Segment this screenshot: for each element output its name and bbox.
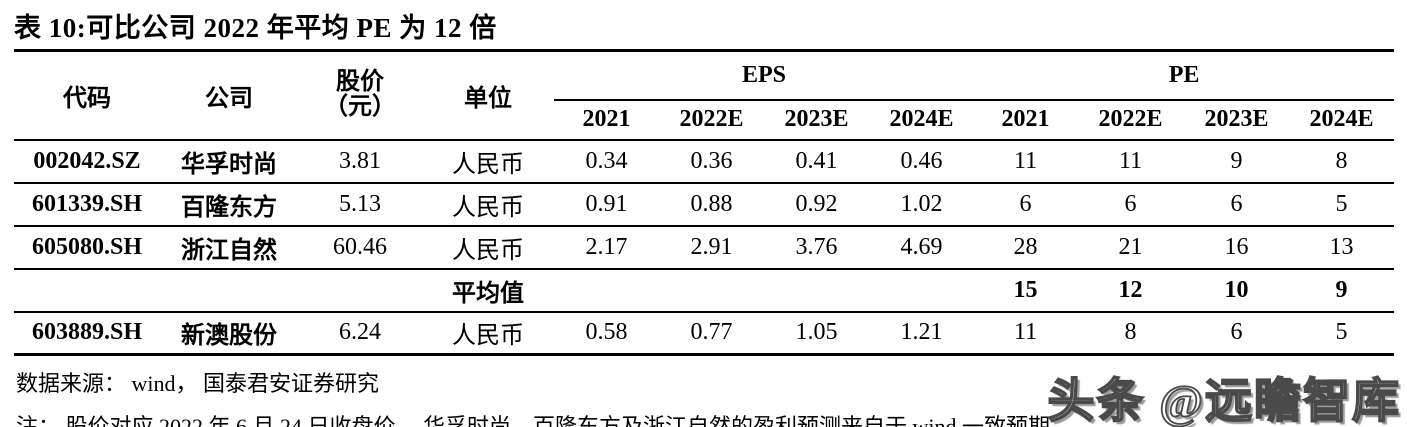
cell-pe-2023e: 16 [1184,225,1290,270]
col-header-price-line1: 股价 [336,69,384,96]
cell-eps-2023e: 0.41 [764,139,869,184]
col-header-unit: 单位 [422,50,554,141]
cell-company: 新澳股份 [181,323,277,350]
eps-year-2021: 2021 [554,99,659,141]
cell-code: 603889.SH [31,319,142,346]
col-group-eps: EPS [554,50,975,101]
cell-eps-2024e: 1.02 [869,182,975,227]
cell-eps-2021: 2.17 [554,225,659,270]
col-header-company: 公司 [160,50,298,141]
cell-eps-2021: 0.91 [554,182,659,227]
cell-price: 5.13 [298,182,422,227]
table-title: 表 10:可比公司 2022 年平均 PE 为 12 倍 [14,13,497,43]
cell-pe-2022e: 6 [1077,182,1185,227]
table-row-average: 平均值 15 12 10 9 [14,268,1395,313]
table-row-huafu: 002042.SZ 华孚时尚 3.81 人民币 0.34 0.36 0.41 0… [14,139,1395,184]
cell-average-label: 平均值 [422,268,554,313]
cell-pe-2021: 11 [974,139,1078,184]
cell-company: 百隆东方 [160,182,298,227]
cell-company: 华孚时尚 [160,139,298,184]
cell-empty [160,268,298,313]
cell-price: 6.24 [339,319,381,346]
cell-pe-2024e: 13 [1289,225,1395,270]
cell-eps-2022e: 0.36 [659,139,764,184]
cell-eps-2024e: 4.69 [869,225,975,270]
eps-year-2024e: 2024E [869,99,975,141]
cell-eps-2022e: 0.77 [690,319,733,346]
cell-avg-pe-2023e: 10 [1184,268,1290,313]
table-row-xinao: 603889.SH 新澳股份 6.24 人民币 0.58 0.77 1.05 1… [14,312,1394,355]
cell-eps-2024e: 1.21 [900,319,943,346]
cell-pe-2023e: 9 [1184,139,1290,184]
table-row-zhejiang: 605080.SH 浙江自然 60.46 人民币 2.17 2.91 3.76 … [14,225,1395,270]
cell-pe-2023e: 6 [1184,182,1290,227]
cell-eps-2022e: 2.91 [659,225,764,270]
cell-eps-2022e: 0.88 [659,182,764,227]
eps-year-2023e: 2023E [764,99,869,141]
col-group-pe: PE [974,50,1395,101]
cell-empty [298,268,422,313]
cell-company: 浙江自然 [160,225,298,270]
col-header-price-line2: （元） [324,94,396,121]
cell-pe-2023e: 6 [1230,319,1243,346]
cell-eps-2024e: 0.46 [869,139,975,184]
footnote-text: 注： 股价对应 2022 年 6 月 24 日收盘价， 华孚时尚、百隆东方及浙江… [16,414,1051,427]
eps-year-2022e: 2022E [659,99,764,141]
cell-pe-2024e: 5 [1289,182,1395,227]
cell-pe-2021: 11 [1013,319,1038,346]
cell-eps-2023e: 0.92 [764,182,869,227]
comparable-companies-table: 代码 公司 股价 （元） 单位 EPS PE 2021 2022E 2023E … [14,49,1395,356]
cell-empty [764,268,869,313]
cell-pe-2022e: 21 [1077,225,1185,270]
cell-pe-2022e: 11 [1077,139,1185,184]
pe-year-2023e: 2023E [1184,99,1290,141]
cell-pe-2024e: 5 [1335,319,1348,346]
cell-code: 601339.SH [14,182,160,227]
cell-avg-pe-2021: 15 [974,268,1078,313]
cell-unit: 人民币 [422,139,554,184]
col-header-price: 股价 （元） [298,50,422,141]
col-header-code: 代码 [14,50,160,141]
cell-avg-pe-2022e: 12 [1077,268,1185,313]
cell-empty [14,268,160,313]
cell-eps-2023e: 1.05 [795,319,838,346]
watermark-text: 头条 @远瞻智库 [1047,375,1401,427]
cell-empty [869,268,975,313]
cell-empty [554,268,659,313]
cell-pe-2021: 28 [974,225,1078,270]
data-source-text: 数据来源： wind， 国泰君安证券研究 [16,371,380,396]
cell-unit: 人民币 [452,323,524,350]
cell-avg-pe-2024e: 9 [1289,268,1395,313]
pe-year-2022e: 2022E [1077,99,1185,141]
pe-year-2021: 2021 [974,99,1078,141]
cell-pe-2021: 6 [974,182,1078,227]
cell-price: 60.46 [298,225,422,270]
cell-unit: 人民币 [422,225,554,270]
cell-eps-2021: 0.58 [585,319,628,346]
cell-code: 002042.SZ [14,139,160,184]
cell-empty [659,268,764,313]
cell-price: 3.81 [298,139,422,184]
cell-code: 605080.SH [14,225,160,270]
cell-eps-2023e: 3.76 [764,225,869,270]
table-row-bailong: 601339.SH 百隆东方 5.13 人民币 0.91 0.88 0.92 1… [14,182,1395,227]
cell-pe-2024e: 8 [1289,139,1395,184]
cell-eps-2021: 0.34 [554,139,659,184]
cell-unit: 人民币 [422,182,554,227]
cell-pe-2022e: 8 [1124,319,1137,346]
pe-year-2024e: 2024E [1289,99,1395,141]
